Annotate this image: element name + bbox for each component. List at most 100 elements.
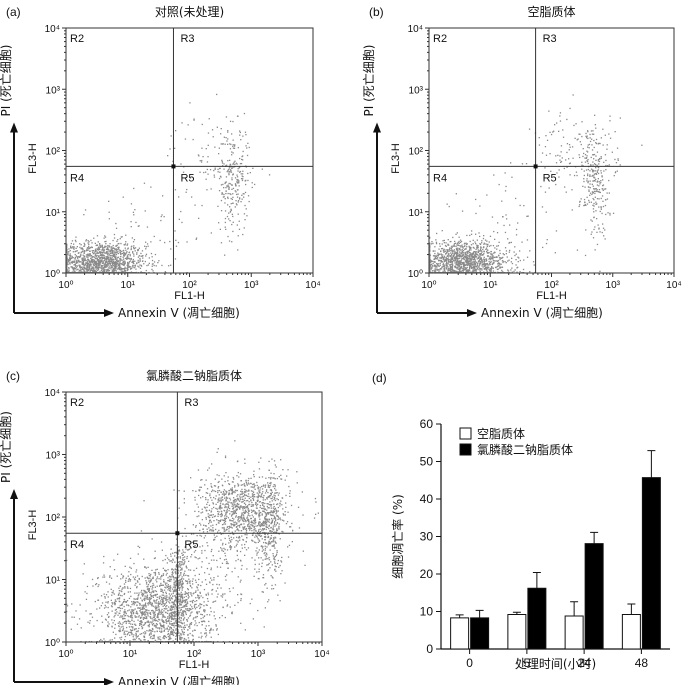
event-dot <box>150 241 152 243</box>
event-dot <box>448 244 450 246</box>
event-dot <box>128 264 130 266</box>
event-dot <box>114 256 116 258</box>
event-dot <box>167 609 169 612</box>
event-dot <box>109 566 111 568</box>
event-dot <box>122 256 124 258</box>
event-dot <box>105 245 107 248</box>
event-dot <box>443 249 445 251</box>
event-dot <box>484 268 486 270</box>
event-dot <box>593 216 595 219</box>
event-dot <box>225 190 227 192</box>
event-dot <box>133 598 135 600</box>
event-dot <box>133 248 136 250</box>
event-dot <box>453 255 455 257</box>
event-dot <box>149 621 151 623</box>
event-dot <box>111 260 113 262</box>
event-dot <box>515 264 517 266</box>
event-dot <box>83 270 85 272</box>
event-dot <box>108 218 110 220</box>
event-dot <box>230 171 233 173</box>
event-dot <box>439 243 441 245</box>
event-dot <box>469 246 471 248</box>
event-dot <box>199 171 201 173</box>
event-dot <box>94 263 97 265</box>
event-dot <box>92 250 95 252</box>
event-dot <box>483 258 485 260</box>
event-dot <box>466 234 468 237</box>
event-dot <box>457 260 460 262</box>
event-dot <box>99 244 101 246</box>
event-dot <box>434 246 436 248</box>
event-dot <box>145 269 147 272</box>
event-dot <box>429 254 431 256</box>
event-dot <box>106 264 108 266</box>
event-dot <box>192 583 194 585</box>
event-dot <box>432 255 435 257</box>
event-dot <box>102 262 104 264</box>
event-dot <box>513 270 515 273</box>
event-dot <box>163 608 165 610</box>
event-dot <box>145 591 147 593</box>
event-dot <box>485 243 487 245</box>
event-dot <box>119 249 122 252</box>
event-dot <box>599 191 601 194</box>
event-dot <box>152 263 154 265</box>
event-dot <box>187 575 190 577</box>
event-dot <box>104 266 107 268</box>
event-dot <box>113 250 115 252</box>
event-dot <box>84 268 86 270</box>
event-dot <box>242 193 244 195</box>
event-dot <box>568 149 570 151</box>
event-dot <box>592 204 594 206</box>
event-dot <box>148 573 150 575</box>
event-dot <box>117 594 120 596</box>
event-dot <box>450 258 452 260</box>
event-dot <box>117 256 120 258</box>
event-dot <box>124 586 126 588</box>
event-dot <box>162 584 164 586</box>
event-dot <box>236 174 238 176</box>
event-dot <box>184 626 186 628</box>
event-dot <box>126 258 128 260</box>
event-dot <box>519 250 521 252</box>
event-dot <box>123 631 125 634</box>
event-dot <box>468 264 470 267</box>
event-dot <box>469 234 471 237</box>
event-dot <box>162 567 164 569</box>
event-dot <box>489 267 492 270</box>
event-dot <box>127 248 129 250</box>
event-dot <box>445 264 448 267</box>
event-dot <box>261 168 263 170</box>
event-dot <box>596 181 598 183</box>
event-dot <box>463 245 466 248</box>
event-dot <box>141 627 143 630</box>
event-dot <box>170 623 172 625</box>
event-dot <box>443 239 445 242</box>
event-dot <box>95 265 97 268</box>
event-dot <box>602 179 604 181</box>
event-dot <box>468 245 470 247</box>
event-dot <box>157 636 159 638</box>
event-dot <box>602 184 605 186</box>
event-dot <box>124 269 126 272</box>
event-dot <box>160 590 162 592</box>
event-dot <box>478 232 480 234</box>
event-dot <box>139 616 142 619</box>
event-dot <box>219 228 221 230</box>
event-dot <box>90 239 92 242</box>
event-dot <box>203 171 205 174</box>
event-dot <box>220 176 222 178</box>
event-dot <box>592 197 594 200</box>
event-dot <box>460 246 462 248</box>
event-dot <box>462 249 465 252</box>
event-dot <box>149 579 152 581</box>
event-dot <box>78 260 80 263</box>
event-dot <box>92 256 95 258</box>
region-label: R4 <box>433 172 447 184</box>
event-dot <box>221 161 223 163</box>
event-dot <box>86 247 89 249</box>
event-dot <box>486 244 488 246</box>
event-dot <box>235 191 237 193</box>
event-dot <box>476 258 478 260</box>
event-dot <box>568 158 570 160</box>
